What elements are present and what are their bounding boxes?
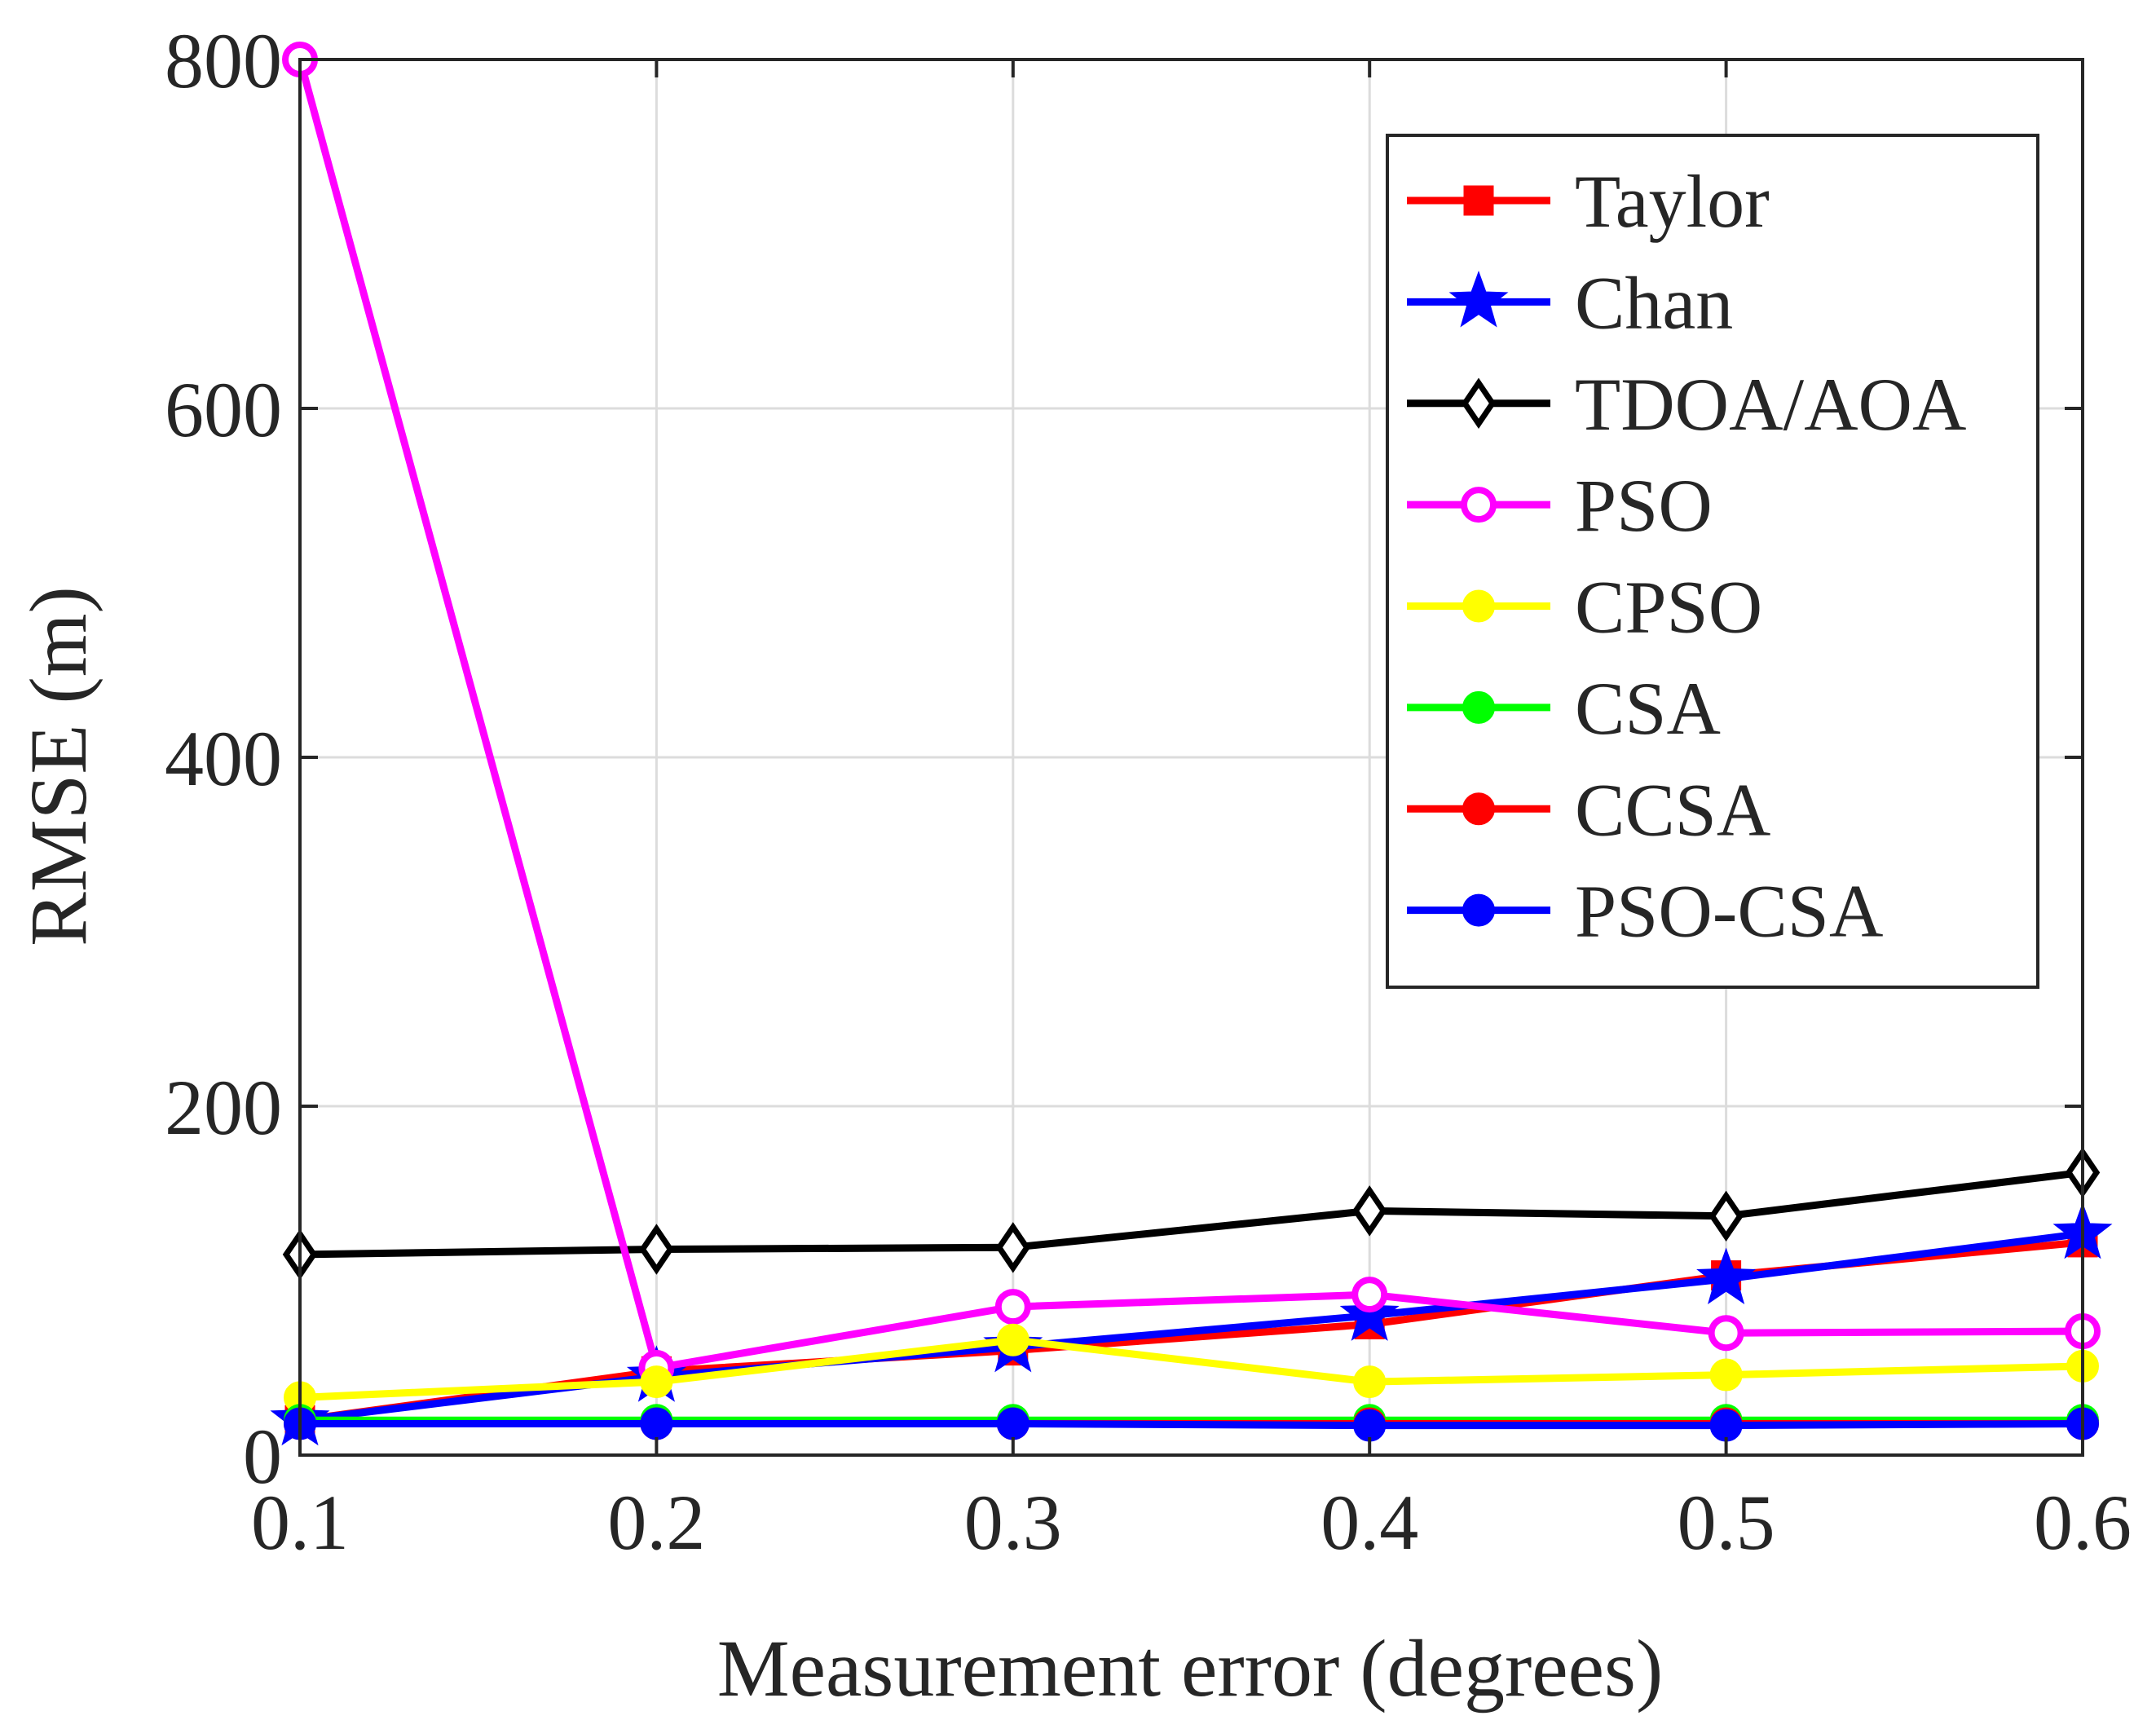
legend-item-cpso: CPSO [1407, 566, 1762, 649]
x-tick-label: 0.1 [251, 1479, 349, 1566]
legend-label-pso: PSO [1575, 464, 1713, 547]
legend-box [1386, 134, 2039, 989]
legend-marker-taylor [1463, 185, 1494, 216]
y-tick-label: 200 [165, 1064, 282, 1151]
legend: Taylor Chan TDOA/AOA PSO CPSO CSA CCSA PSO-CSA [1386, 134, 2039, 989]
tick-label-layer: 0.1 0.2 0.3 0.4 0.5 0.6 0 200 400 600 800 [165, 17, 2132, 1566]
data-point-chan [1339, 1284, 1400, 1341]
legend-marker-csa [1462, 690, 1495, 724]
data-point-pso-csa [1709, 1409, 1743, 1442]
legend-label-cpso: CPSO [1575, 566, 1762, 649]
legend-marker-chan [1448, 271, 1509, 328]
y-tick-label: 800 [165, 17, 282, 104]
data-point-pso-csa [996, 1407, 1030, 1440]
data-point-pso [1351, 1277, 1388, 1313]
y-tick-label: 600 [165, 366, 282, 453]
legend-item-chan: Chan [1407, 261, 1733, 344]
data-point-cpso [996, 1323, 1030, 1356]
legend-item-taylor: Taylor [1407, 160, 1770, 243]
data-point-cpso [1709, 1358, 1743, 1392]
series-line-pso-csa [300, 1420, 2083, 1430]
data-point-pso-csa [1353, 1409, 1387, 1442]
legend-item-pso-csa: PSO-CSA [1407, 870, 1883, 953]
axes-layer [298, 58, 2084, 1457]
x-tick-label: 0.5 [1678, 1479, 1775, 1566]
x-axis-title: Measurement error (degrees) [717, 1623, 1664, 1714]
y-tick-label: 400 [165, 715, 282, 802]
y-axis-title: RMSE (m) [13, 586, 104, 946]
legend-item-csa: CSA [1407, 667, 1721, 750]
legend-marker-tdoa-aoa [1461, 377, 1497, 429]
data-point-tdoa-aoa [639, 1224, 674, 1275]
series-line-cpso [299, 1336, 2083, 1401]
data-point-pso-csa [640, 1407, 673, 1440]
series-line-chan [299, 1229, 2083, 1424]
x-tick-label: 0.4 [1320, 1479, 1418, 1566]
data-point-pso [994, 1289, 1031, 1325]
data-point-tdoa-aoa [995, 1222, 1031, 1273]
legend-item-pso: PSO [1407, 464, 1713, 547]
legend-label-chan: Chan [1575, 261, 1733, 344]
legend-label-csa: CSA [1575, 667, 1721, 750]
x-tick-label: 0.6 [2034, 1479, 2132, 1566]
legend-item-tdoa-aoa: TDOA/AOA [1407, 363, 1966, 446]
legend-marker-pso-csa [1462, 893, 1495, 927]
data-point-cpso [1353, 1365, 1387, 1399]
series-line-pso [296, 58, 2083, 1372]
data-point-pso [1708, 1315, 1744, 1352]
legend-label-tdoa-aoa: TDOA/AOA [1575, 363, 1966, 446]
legend-marker-pso [1461, 487, 1497, 523]
series-cpso [284, 1323, 2099, 1414]
legend-marker-cpso [1462, 589, 1495, 623]
series-layer [270, 42, 2113, 1446]
legend-item-ccsa: CCSA [1407, 768, 1770, 851]
x-tick-label: 0.2 [607, 1479, 705, 1566]
series-pso-csa [284, 1407, 2099, 1442]
series-line-tdoa-aoa [299, 1168, 2083, 1259]
series-chan [270, 1202, 2113, 1446]
y-tick-label: 0 [243, 1413, 282, 1500]
x-tick-label: 0.3 [964, 1479, 1062, 1566]
data-point-tdoa-aoa [1708, 1190, 1744, 1242]
data-point-cpso [640, 1365, 673, 1399]
data-point-tdoa-aoa [1351, 1185, 1387, 1237]
legend-label-ccsa: CCSA [1575, 768, 1770, 851]
legend-marker-ccsa [1462, 792, 1495, 826]
legend-label-pso-csa: PSO-CSA [1575, 870, 1883, 953]
legend-label-taylor: Taylor [1575, 160, 1770, 243]
series-tdoa-aoa [282, 1147, 2101, 1281]
data-point-chan [1696, 1247, 1757, 1304]
